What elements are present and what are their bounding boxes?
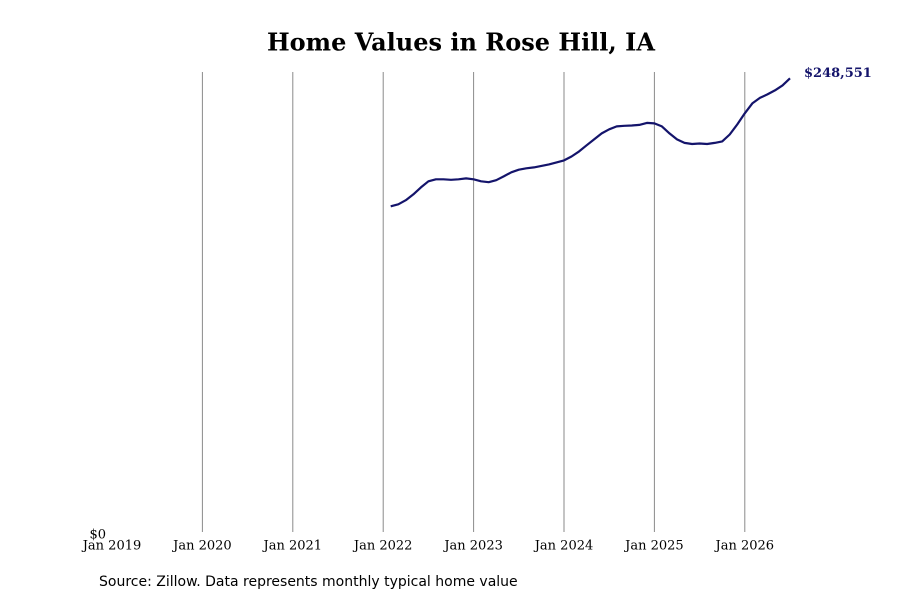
x-tick-label: Jan 2025 bbox=[623, 539, 684, 554]
x-tick-label: Jan 2024 bbox=[533, 539, 594, 554]
source-note: Source: Zillow. Data represents monthly … bbox=[99, 574, 518, 590]
x-tick-label: Jan 2021 bbox=[262, 539, 323, 554]
x-tick-label: Jan 2019 bbox=[81, 539, 142, 554]
x-tick-label: Jan 2022 bbox=[352, 539, 413, 554]
chart-title: Home Values in Rose Hill, IA bbox=[267, 28, 655, 57]
value-label: $248,551 bbox=[804, 66, 872, 81]
x-tick-label: Jan 2023 bbox=[442, 539, 503, 554]
x-tick-label: Jan 2020 bbox=[171, 539, 232, 554]
x-tick-label: Jan 2026 bbox=[714, 539, 775, 554]
y-tick-label: $0 bbox=[89, 528, 106, 543]
series-line bbox=[390, 77, 791, 208]
